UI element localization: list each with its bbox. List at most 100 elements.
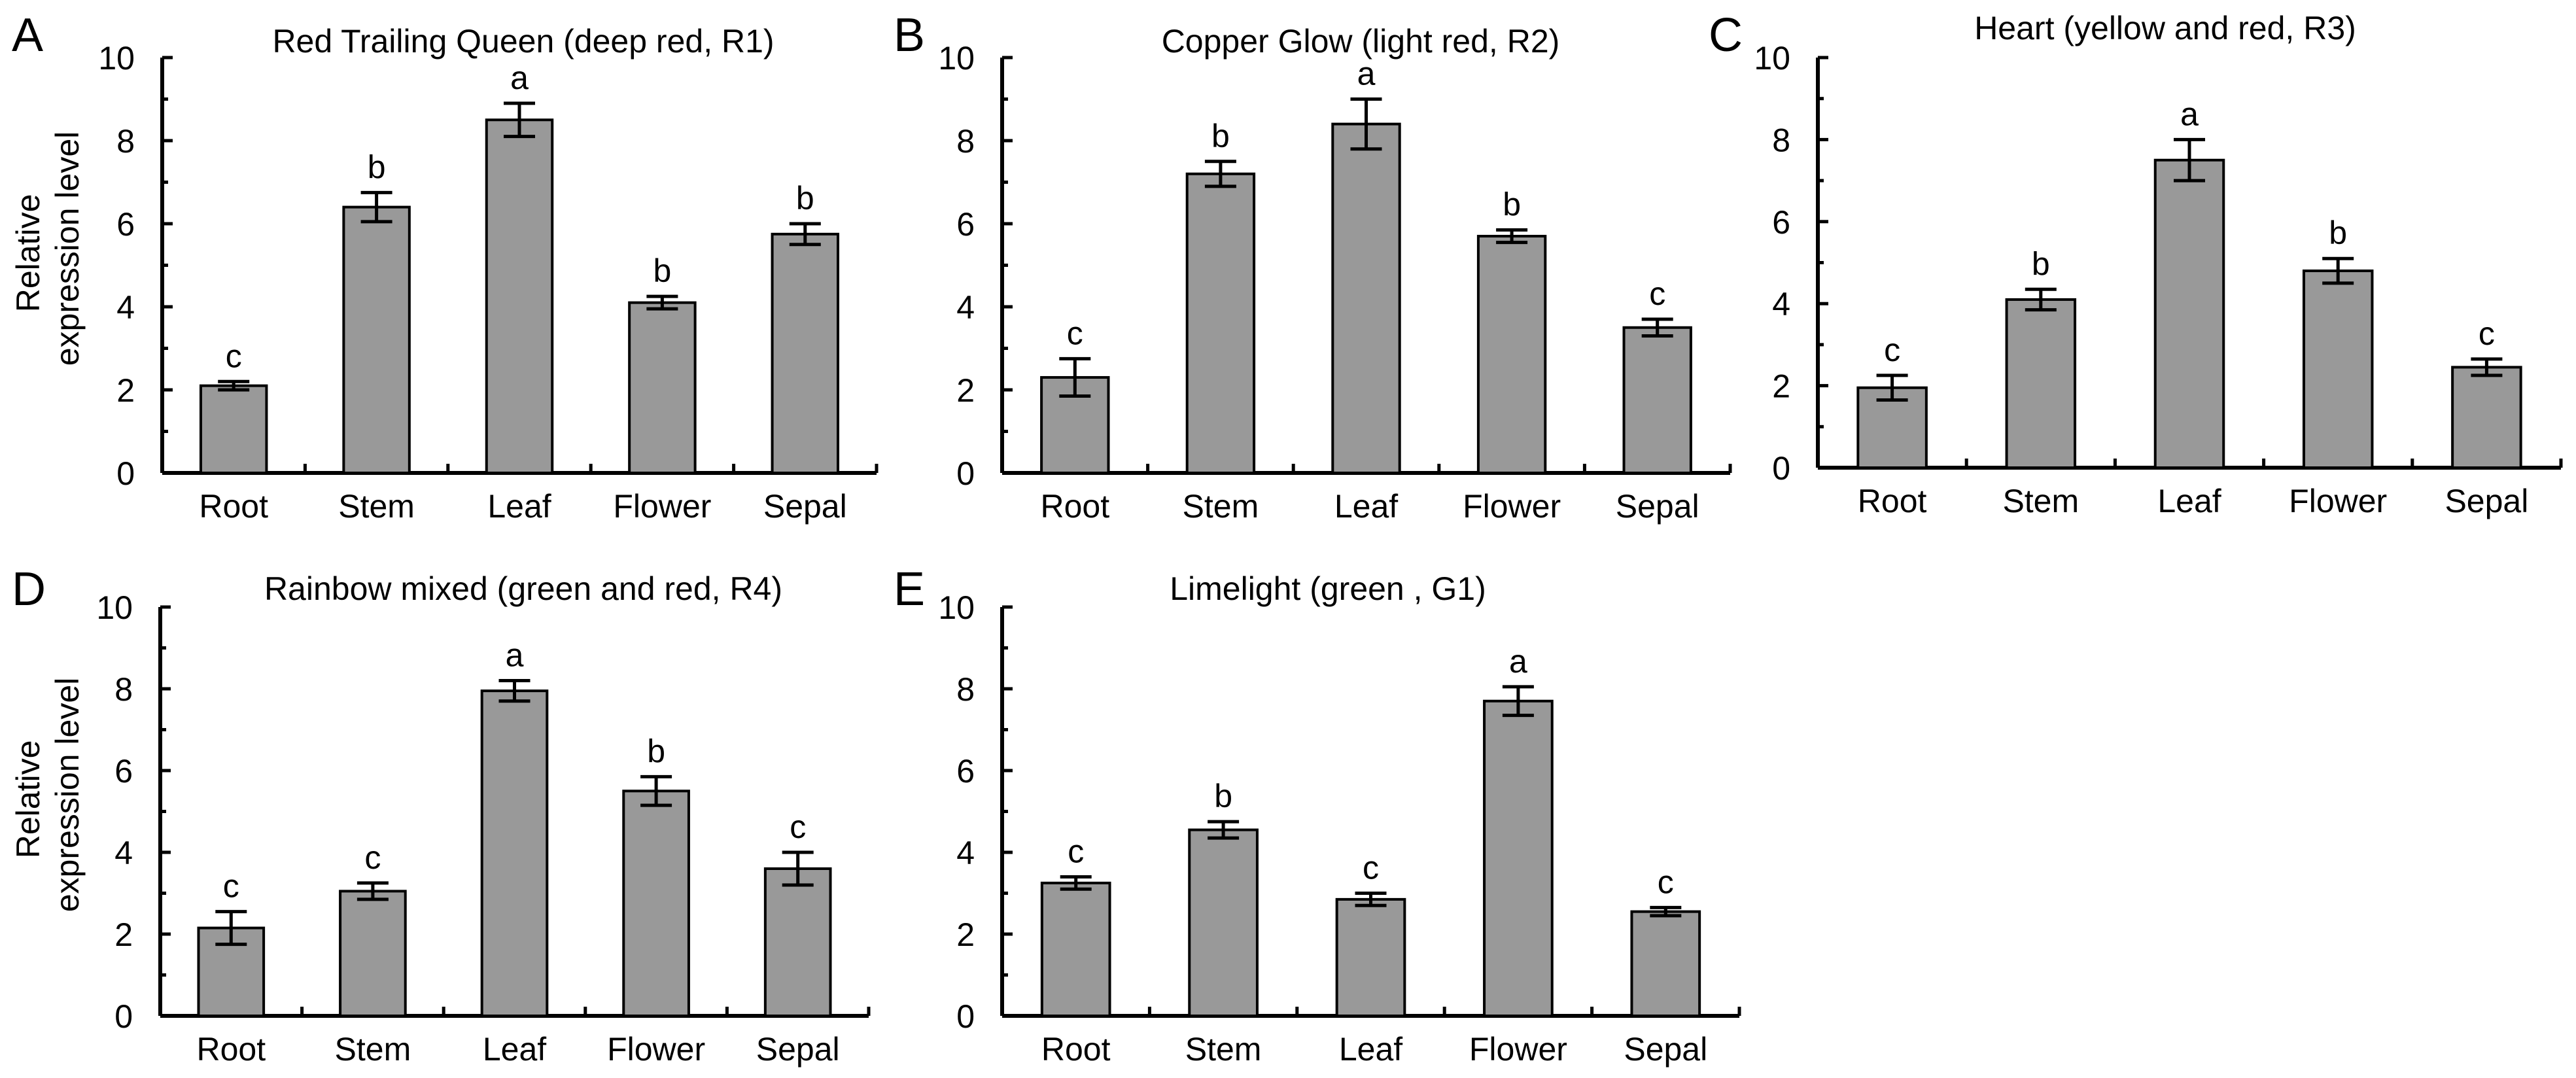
y-tick-label-e: 0 xyxy=(956,998,975,1035)
x-category-label-d-flower: Flower xyxy=(607,1031,705,1068)
bar-d-flower xyxy=(622,790,690,1017)
y-tick-label-a: 10 xyxy=(98,40,135,77)
x-category-label-b-root: Root xyxy=(1040,488,1109,525)
significance-label-b-sepal: c xyxy=(1649,275,1665,312)
error-bar-c-root xyxy=(1876,374,1908,402)
bar-c-stem xyxy=(2005,298,2077,469)
y-tick-label-b: 6 xyxy=(956,206,975,243)
x-category-label-a-stem: Stem xyxy=(338,488,415,525)
x-category-label-d-leaf: Leaf xyxy=(483,1031,546,1068)
bar-a-root xyxy=(199,384,268,475)
bar-e-sepal xyxy=(1630,910,1701,1017)
significance-label-d-sepal: c xyxy=(790,808,806,845)
significance-label-b-stem: b xyxy=(1211,118,1230,154)
y-axis-label-a-line1: Relative xyxy=(10,194,46,313)
x-category-label-b-flower: Flower xyxy=(1463,488,1561,525)
chart-panel-c: C Heart (yellow and red, R3) 0 2 4 6 8 10 c Roo… xyxy=(1709,9,2563,519)
plot-area-b: 0 2 4 6 8 10 c Root b Stem a Leaf b Flower c Sepal xyxy=(938,40,1732,525)
significance-label-e-sepal: c xyxy=(1658,863,1674,900)
y-tick-label-c: 0 xyxy=(1772,450,1790,487)
bar-a-leaf xyxy=(485,118,554,474)
y-tick-label-a: 8 xyxy=(116,123,135,160)
bar-b-leaf xyxy=(1331,122,1401,475)
significance-label-e-leaf: c xyxy=(1363,850,1379,886)
x-category-label-e-stem: Stem xyxy=(1185,1031,1262,1068)
y-tick-label-e: 4 xyxy=(956,835,975,871)
significance-label-d-stem: c xyxy=(364,839,381,876)
x-category-label-c-stem: Stem xyxy=(2002,483,2079,519)
chart-title-c: Heart (yellow and red, R3) xyxy=(1974,10,2356,46)
x-category-label-c-flower: Flower xyxy=(2289,483,2387,519)
error-bar-c-sepal xyxy=(2471,357,2503,377)
x-category-label-c-root: Root xyxy=(1858,483,1927,519)
error-bar-e-leaf xyxy=(1355,892,1387,907)
chart-panel-d: D Rainbow mixed (green and red, R4) Rela… xyxy=(10,563,871,1068)
x-category-label-a-flower: Flower xyxy=(613,488,711,525)
bar-c-leaf xyxy=(2153,158,2225,469)
y-tick-label-b: 8 xyxy=(956,123,975,160)
significance-label-a-leaf: a xyxy=(510,60,529,96)
y-axis-label-d: Relative expression level xyxy=(10,678,86,913)
x-category-label-c-sepal: Sepal xyxy=(2445,483,2528,519)
bar-e-flower xyxy=(1483,699,1554,1017)
bar-a-flower xyxy=(628,301,697,474)
error-bar-d-root xyxy=(215,910,247,947)
significance-label-c-leaf: a xyxy=(2180,96,2199,132)
x-category-label-a-leaf: Leaf xyxy=(487,488,551,525)
y-tick-label-c: 6 xyxy=(1772,204,1790,241)
error-bar-d-flower xyxy=(640,774,672,807)
y-tick-label-b: 0 xyxy=(956,455,975,492)
error-bar-d-stem xyxy=(357,881,389,901)
x-category-label-b-leaf: Leaf xyxy=(1334,488,1398,525)
plot-area-e: 0 2 4 6 8 10 c Root b Stem c Leaf a Flower c Sepal xyxy=(938,589,1741,1068)
y-tick-label-e: 8 xyxy=(956,671,975,708)
bar-a-stem xyxy=(342,205,411,474)
y-tick-label-d: 2 xyxy=(114,916,133,953)
significance-label-e-root: c xyxy=(1068,833,1084,870)
panel-letter-d: D xyxy=(12,563,46,616)
error-bar-a-flower xyxy=(646,294,678,311)
x-category-label-a-sepal: Sepal xyxy=(763,488,847,525)
significance-label-c-sepal: c xyxy=(2479,315,2495,352)
x-category-label-c-leaf: Leaf xyxy=(2157,483,2221,519)
y-tick-label-e: 10 xyxy=(938,589,975,626)
y-axis-label-d-line2: expression level xyxy=(49,678,86,913)
error-bar-d-leaf xyxy=(498,679,531,703)
error-bar-a-stem xyxy=(360,190,392,224)
error-bar-a-leaf xyxy=(504,101,535,139)
significance-label-b-flower: b xyxy=(1503,186,1521,223)
x-category-label-d-root: Root xyxy=(196,1031,266,1068)
bar-e-leaf xyxy=(1335,897,1406,1017)
y-tick-label-d: 6 xyxy=(114,753,133,790)
error-bar-c-stem xyxy=(2025,287,2057,312)
bar-b-stem xyxy=(1185,172,1256,474)
bar-d-stem xyxy=(339,890,407,1017)
x-category-label-b-stem: Stem xyxy=(1183,488,1259,525)
y-tick-label-a: 4 xyxy=(116,289,135,326)
x-category-label-e-flower: Flower xyxy=(1469,1031,1567,1068)
chart-panel-a: A Red Trailing Queen (deep red, R1) Rela… xyxy=(10,9,879,525)
bar-b-sepal xyxy=(1622,326,1692,474)
chart-title-d: Rainbow mixed (green and red, R4) xyxy=(264,570,782,607)
y-axis-label-a-line2: expression level xyxy=(49,131,86,366)
significance-label-c-root: c xyxy=(1884,332,1900,368)
significance-label-a-sepal: b xyxy=(796,180,814,217)
error-bar-e-sepal xyxy=(1650,905,1682,918)
significance-label-a-stem: b xyxy=(368,148,386,185)
error-bar-b-leaf xyxy=(1350,97,1382,151)
significance-label-d-leaf: a xyxy=(506,637,524,674)
error-bar-b-flower xyxy=(1496,228,1528,245)
significance-label-e-flower: a xyxy=(1509,643,1527,680)
bar-b-flower xyxy=(1476,235,1547,474)
chart-title-e: Limelight (green , G1) xyxy=(1170,570,1486,607)
error-bar-a-root xyxy=(218,379,250,392)
plot-area-d: 0 2 4 6 8 10 c Root c Stem a Leaf b Flower c Sepal xyxy=(96,589,871,1068)
significance-label-c-stem: b xyxy=(2032,245,2050,282)
y-tick-label-b: 4 xyxy=(956,289,975,326)
x-category-label-e-sepal: Sepal xyxy=(1624,1031,1707,1068)
plot-area-c: 0 2 4 6 8 10 c Root b Stem a Leaf b Flower c Sepal xyxy=(1754,40,2563,519)
chart-title-a: Red Trailing Queen (deep red, R1) xyxy=(272,23,774,60)
significance-label-d-root: c xyxy=(223,868,239,905)
significance-label-c-flower: b xyxy=(2329,215,2347,251)
y-tick-label-d: 0 xyxy=(114,998,133,1035)
